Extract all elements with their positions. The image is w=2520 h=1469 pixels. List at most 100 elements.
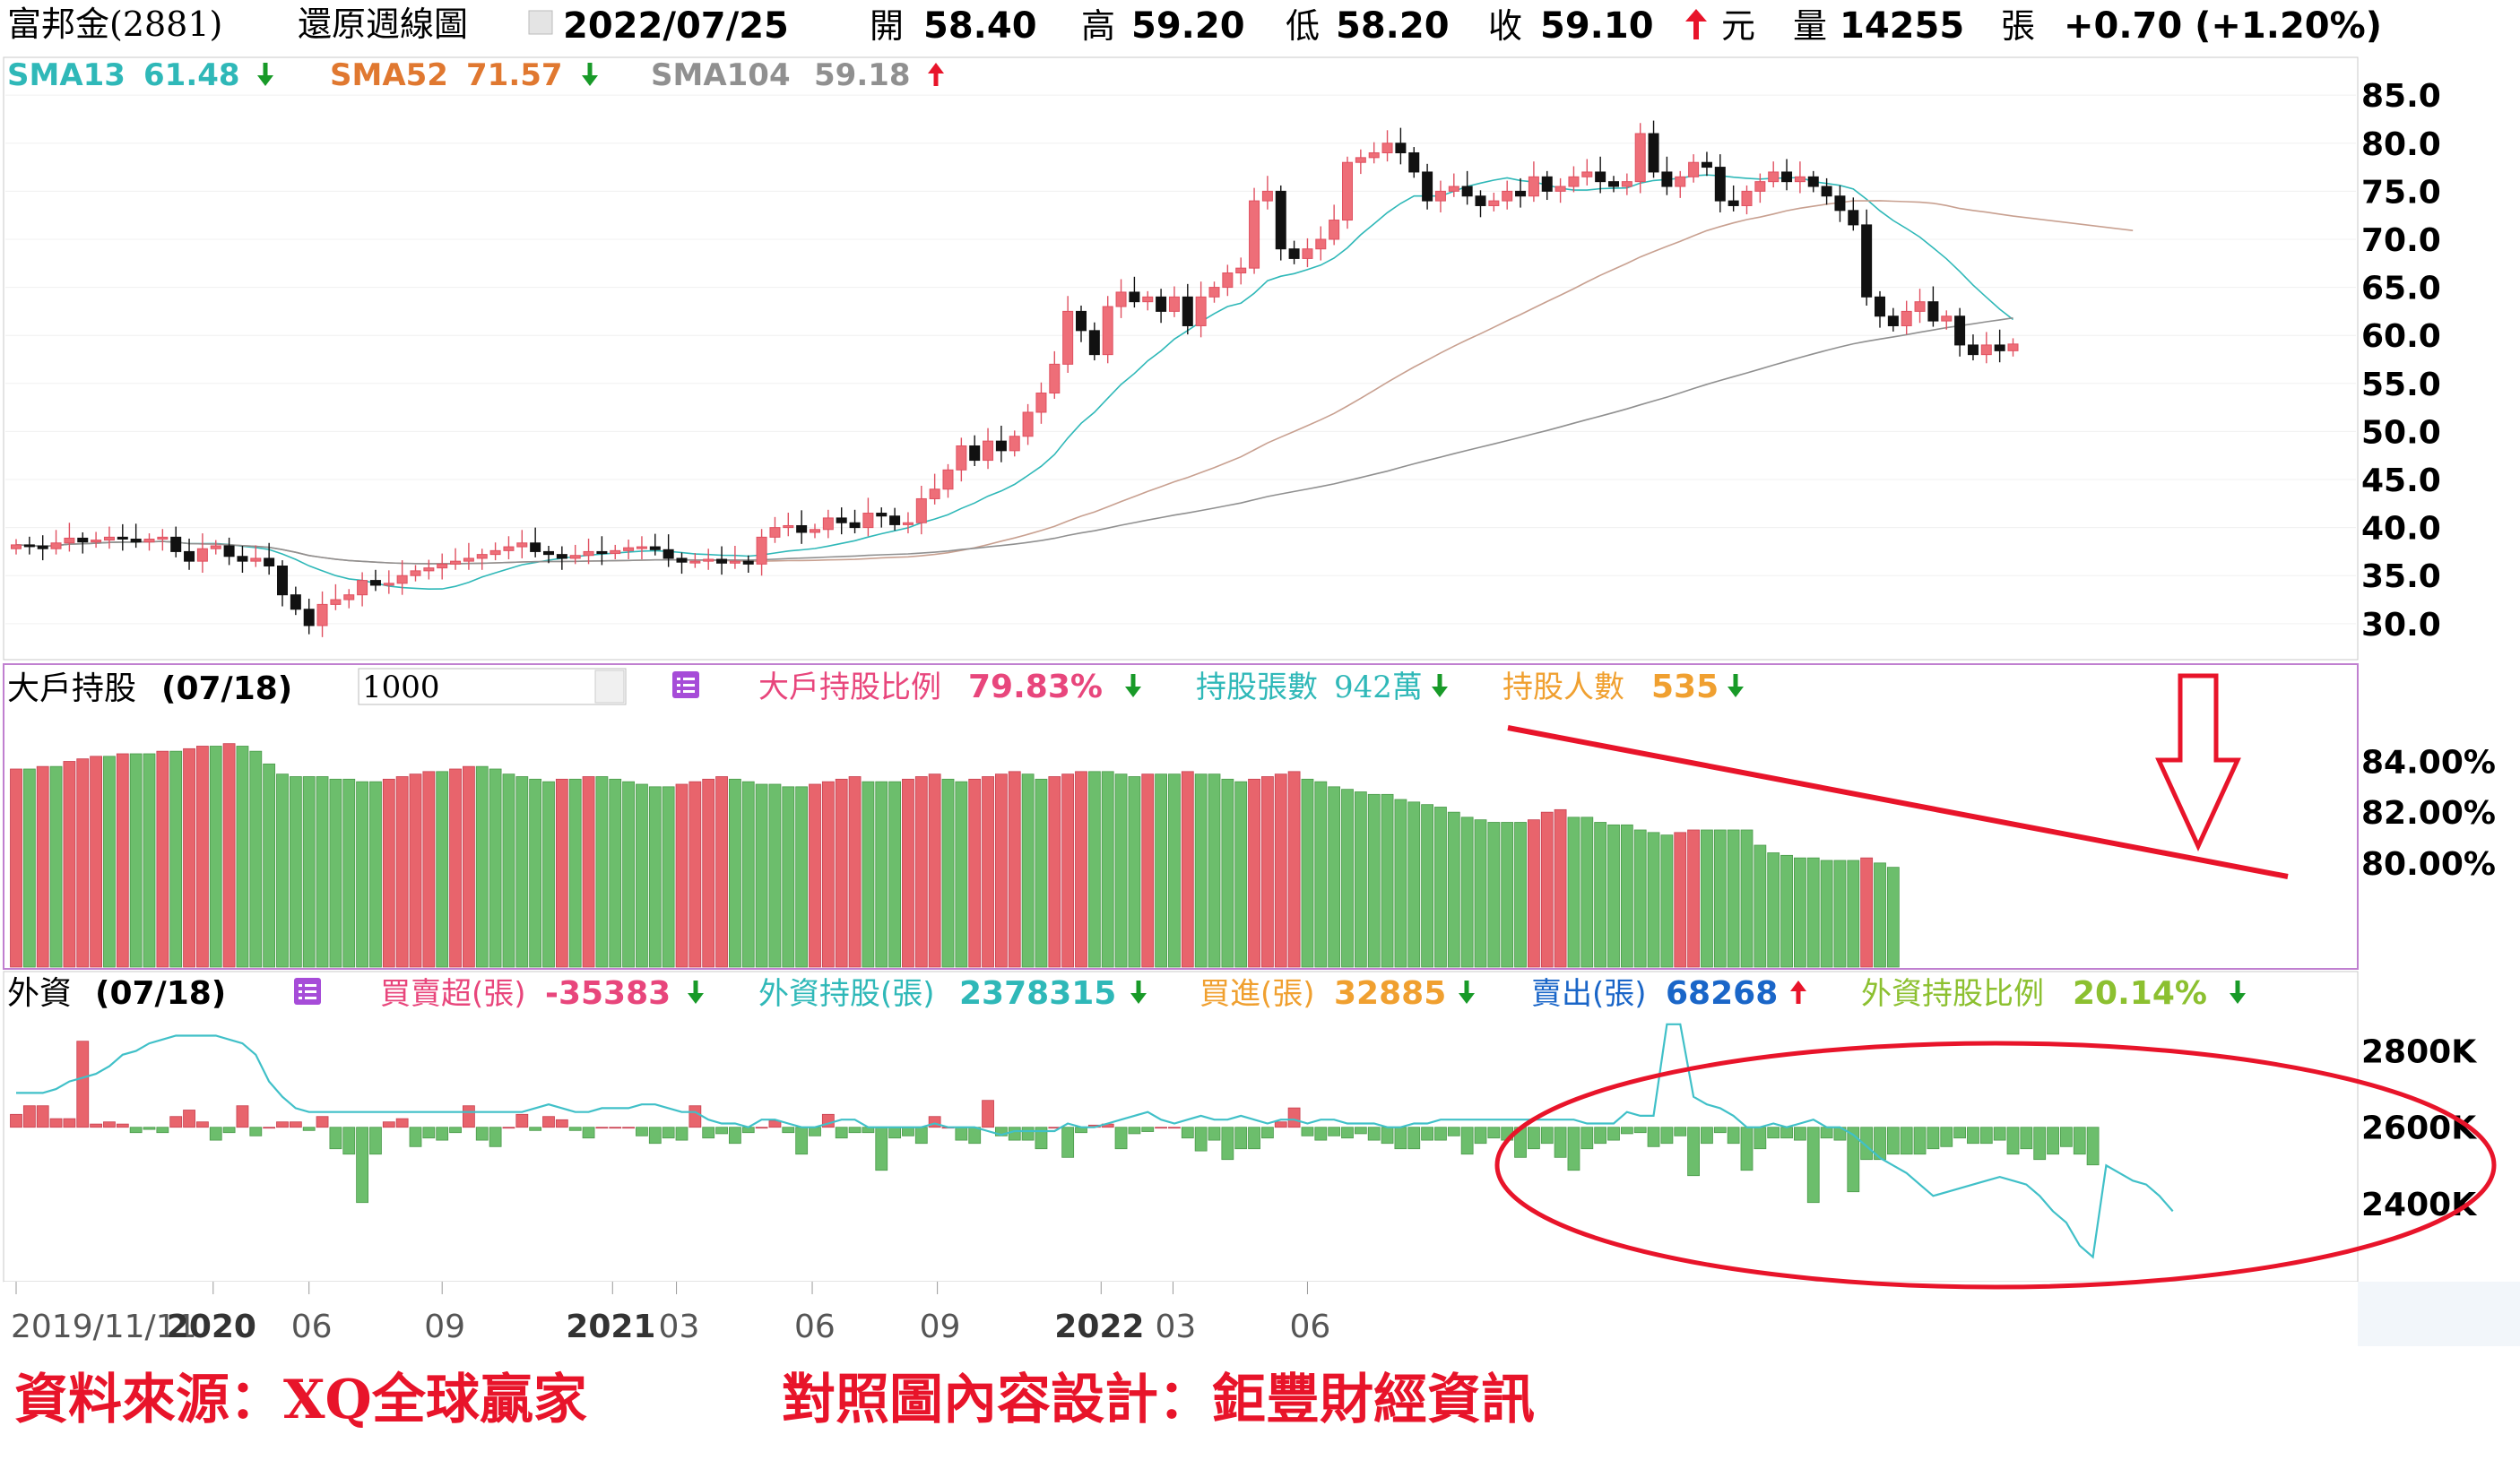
holder-bar (795, 786, 809, 968)
sma-line-sma52 (15, 200, 2134, 565)
x-tick-label: 09 (920, 1309, 961, 1345)
candle-body (610, 549, 621, 555)
candle-body (636, 546, 647, 549)
net-buy-bar (782, 1127, 795, 1134)
net-buy-bar (1874, 1127, 1886, 1161)
holder-bar (582, 776, 595, 968)
threshold-value: 1000 (362, 670, 440, 705)
net-buy-bar (582, 1127, 595, 1139)
candle-body (995, 440, 1007, 452)
candle-body (1142, 296, 1154, 303)
holder-bar (1048, 776, 1061, 968)
net-buy-bar (1528, 1127, 1540, 1150)
sma104-value: 59.18 (814, 57, 911, 93)
sma104-label[interactable]: SMA104 (651, 57, 791, 93)
net-buy-bar (463, 1105, 475, 1128)
scroll-strip[interactable] (2358, 1282, 2520, 1346)
candle-body (822, 517, 834, 531)
price-panel-frame (3, 56, 2359, 661)
holder-bar (675, 783, 688, 968)
holder-bar (1474, 819, 1487, 968)
holder-bar (436, 771, 449, 968)
net-buy-bar (1633, 1127, 1647, 1134)
net-buy-bar (1754, 1127, 1767, 1150)
net-buy-bar (63, 1118, 76, 1128)
net-buy-bar (1301, 1127, 1314, 1136)
candle-body (223, 545, 235, 557)
net-buy-bar (395, 1118, 409, 1128)
net-buy-bar (36, 1105, 49, 1128)
holder-tick-label: 80.00% (2361, 846, 2496, 883)
holder-bar (1460, 817, 1474, 968)
candle-body (383, 583, 394, 586)
net-buy-bar (1540, 1127, 1554, 1145)
candle-body (783, 524, 794, 529)
candle-body (184, 550, 195, 562)
threshold-input[interactable] (358, 668, 627, 705)
close-up-arrow-icon (1685, 9, 1707, 39)
date-dropdown-icon[interactable] (528, 10, 553, 35)
net-buy-bar (1234, 1127, 1248, 1150)
holder-bar (1713, 829, 1727, 968)
candle-body (742, 560, 754, 565)
net-buy-bar (302, 1127, 316, 1131)
candle-body (1781, 171, 1793, 183)
candle-body (1156, 296, 1167, 312)
candle-body (196, 548, 208, 562)
net-buy-bar (662, 1127, 675, 1139)
x-tick-label: 06 (1289, 1309, 1330, 1345)
candle-body (543, 550, 554, 556)
net-buy-bar (422, 1127, 436, 1139)
net-buy-bar (1128, 1127, 1141, 1135)
buy-down-arrow-icon (1459, 981, 1475, 1004)
holder-bar (941, 778, 955, 968)
sma13-label[interactable]: SMA13 (7, 57, 126, 93)
net-buy-bar (1407, 1127, 1421, 1150)
net-buy-bar (795, 1127, 809, 1155)
candle-body (1342, 161, 1353, 221)
net-buy-bar (475, 1127, 489, 1141)
holder-bar (515, 776, 529, 968)
holder-bar (862, 781, 875, 968)
net-buy-bar (103, 1121, 116, 1128)
sma52-label[interactable]: SMA52 (330, 57, 448, 93)
net-buy-bar (1554, 1127, 1567, 1158)
holder-bar (1434, 807, 1447, 968)
holder-bar (982, 776, 994, 968)
holder-settings-icon[interactable] (672, 671, 699, 698)
candle-body (1302, 248, 1313, 259)
sma-line-sma104 (15, 316, 2013, 565)
holder-bar (10, 768, 22, 968)
net-buy-bar (2047, 1127, 2059, 1155)
candle-body (1434, 190, 1446, 202)
candle-body (91, 540, 102, 543)
price-tick-label: 45.0 (2361, 462, 2441, 499)
net-buy-bar (1647, 1127, 1660, 1147)
foreign-panel-header: 外資 (07/18) 買賣超(張) -35383 外資持股(張) 2378315… (7, 975, 2246, 1012)
candle-body (1249, 200, 1260, 269)
candle-body (810, 529, 820, 533)
holder-bar (475, 765, 489, 968)
holder-bar (662, 786, 675, 968)
holder-bar (875, 781, 888, 968)
net-buy-bar (542, 1116, 555, 1128)
net-buy-bar (729, 1127, 741, 1145)
holder-bar (1660, 834, 1674, 968)
net-buy-bar (1274, 1121, 1287, 1128)
stock-name[interactable]: 富邦金(2881) (7, 4, 222, 44)
candle-body (569, 555, 581, 559)
buy-value: 32885 (1334, 975, 1446, 1012)
foreign-settings-icon[interactable] (294, 978, 321, 1005)
x-tick-label: 06 (794, 1309, 836, 1345)
holder-bar (1101, 771, 1114, 968)
net-buy-bar (1940, 1127, 1953, 1147)
foreign-panel-frame (3, 971, 2359, 1283)
chart-type[interactable]: 還原週線圖 (298, 4, 468, 44)
close-label: 收 (1488, 6, 1522, 46)
net-buy-bar (888, 1127, 901, 1139)
candle-body (1208, 287, 1220, 298)
threshold-dropdown-icon[interactable] (594, 670, 625, 704)
candle-body (1461, 186, 1473, 197)
net-buy-bar (369, 1127, 382, 1155)
